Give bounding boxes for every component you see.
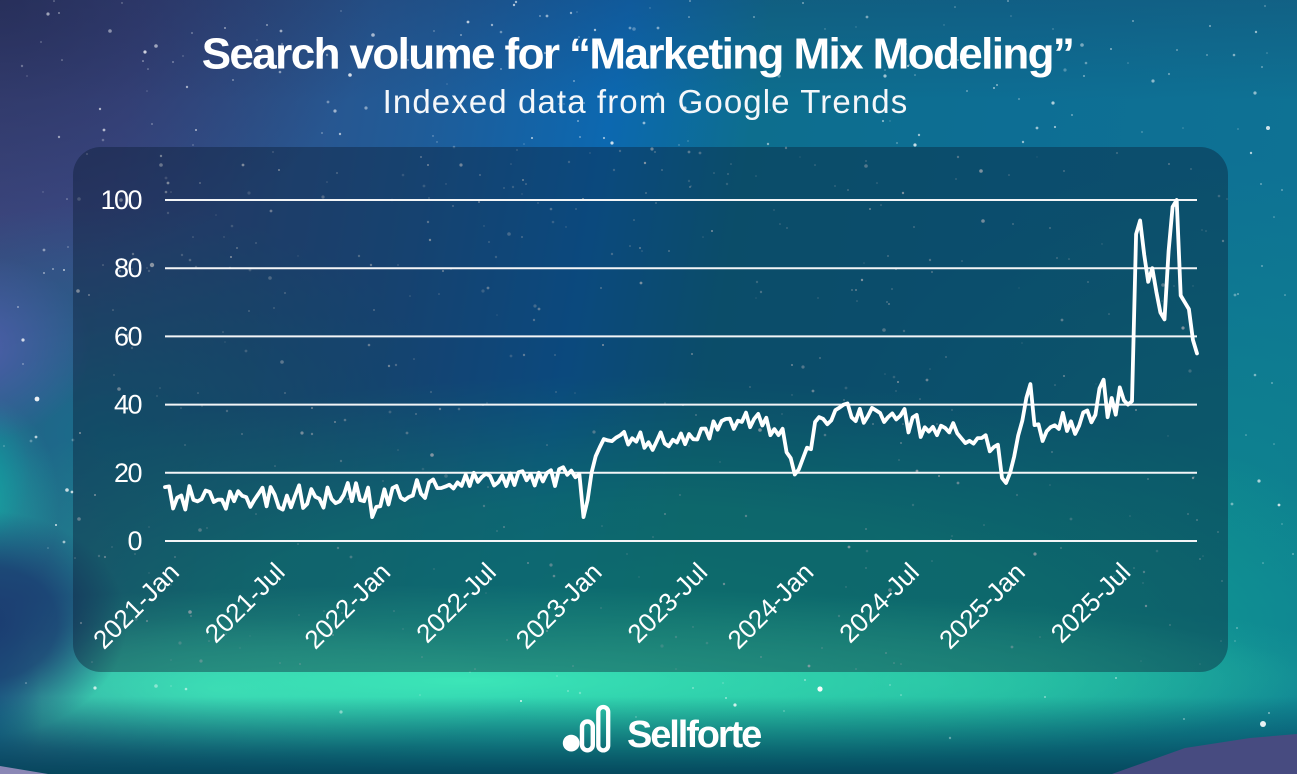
svg-text:Indexed data from Google Trend: Indexed data from Google Trends [383, 83, 909, 120]
svg-text:80: 80 [114, 253, 142, 283]
svg-text:2025-Jul: 2025-Jul [1045, 557, 1137, 649]
svg-text:Sellforte: Sellforte [627, 714, 761, 756]
svg-text:40: 40 [114, 390, 142, 420]
svg-text:0: 0 [127, 526, 141, 556]
svg-text:2024-Jan: 2024-Jan [721, 557, 819, 655]
svg-text:2023-Jan: 2023-Jan [510, 557, 608, 655]
svg-text:2021-Jul: 2021-Jul [199, 557, 291, 649]
svg-text:60: 60 [114, 321, 142, 351]
svg-text:2024-Jul: 2024-Jul [833, 557, 925, 649]
svg-text:2023-Jul: 2023-Jul [621, 557, 713, 649]
svg-text:20: 20 [114, 458, 142, 488]
svg-text:100: 100 [100, 185, 141, 215]
svg-text:2022-Jul: 2022-Jul [410, 557, 502, 649]
svg-text:Search volume for “Marketing M: Search volume for “Marketing Mix Modelin… [202, 29, 1074, 78]
svg-text:2022-Jan: 2022-Jan [298, 557, 396, 655]
svg-text:2025-Jan: 2025-Jan [933, 557, 1031, 655]
svg-text:2021-Jan: 2021-Jan [87, 557, 185, 655]
